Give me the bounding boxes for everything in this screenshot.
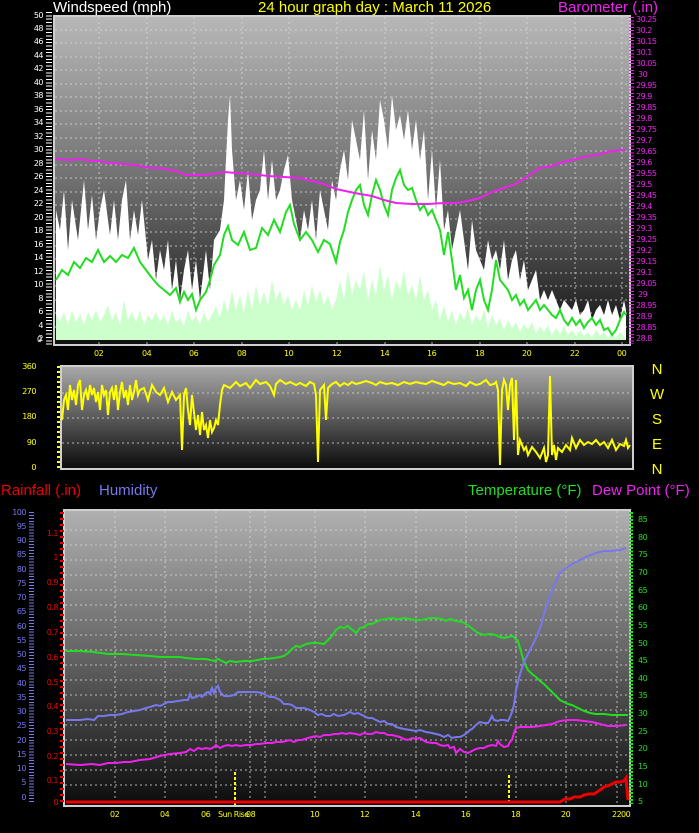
compass-label-e: E	[651, 436, 662, 453]
rainfall-y-axis: 1.1 1 0.9 0.8 0.7 0.6 0.5 0.4 0.3 0.2 0.…	[34, 509, 64, 807]
dewpoint-title: Dew Point (°F)	[592, 482, 690, 499]
wind-direction-chart-frame	[60, 365, 634, 470]
humidity-title: Humidity	[99, 482, 158, 499]
windspeed-chart	[55, 17, 629, 344]
sunrise-label: Sun Rise	[218, 810, 249, 819]
compass-label-n-top: N	[651, 361, 663, 378]
barometer-title: Barometer (.in)	[558, 0, 659, 16]
windspeed-x-axis: 02 04 06 08 10 12 14 16 18 20 22 00	[94, 349, 627, 358]
temperature-chart-frame	[63, 509, 631, 807]
temperature-y-axis: 85 80 75 70 65 60 55 50 45 40 35 30 25 2…	[629, 509, 699, 807]
temperature-title: Temperature (°F)	[468, 482, 582, 499]
windspeed-y-axis: 50 48 46 44 42 40 38 36 34 32 30 28 26 2…	[0, 12, 52, 347]
rainfall-title: Rainfall (.in)	[1, 482, 82, 499]
windspeed-y-zero: 0	[37, 335, 42, 344]
chart-date-title: 24 hour graph day : March 11 2026	[258, 0, 492, 16]
temperature-x-axis: 02 04 06 Sun Rise 08 10 12 14 16 18 20 2…	[110, 810, 622, 819]
compass-label-s: S	[651, 411, 662, 428]
temperature-x-tick-00: 00	[621, 810, 631, 819]
compass-label-n-bottom: N	[651, 461, 663, 478]
windspeed-title: Windspeed (mph)	[53, 0, 172, 16]
compass-labels: N W S E N	[650, 361, 666, 478]
humidity-y-axis: 100 95 90 85 80 75 70 65 60 55 50 45 40 …	[0, 509, 34, 807]
wind-direction-y-axis: 360 270 180 90 0	[0, 362, 60, 472]
compass-label-w: W	[650, 386, 665, 403]
barometer-y-axis: 30.25 30.2 30.15 30.1 30.05 30 29.95 29.…	[629, 16, 699, 344]
